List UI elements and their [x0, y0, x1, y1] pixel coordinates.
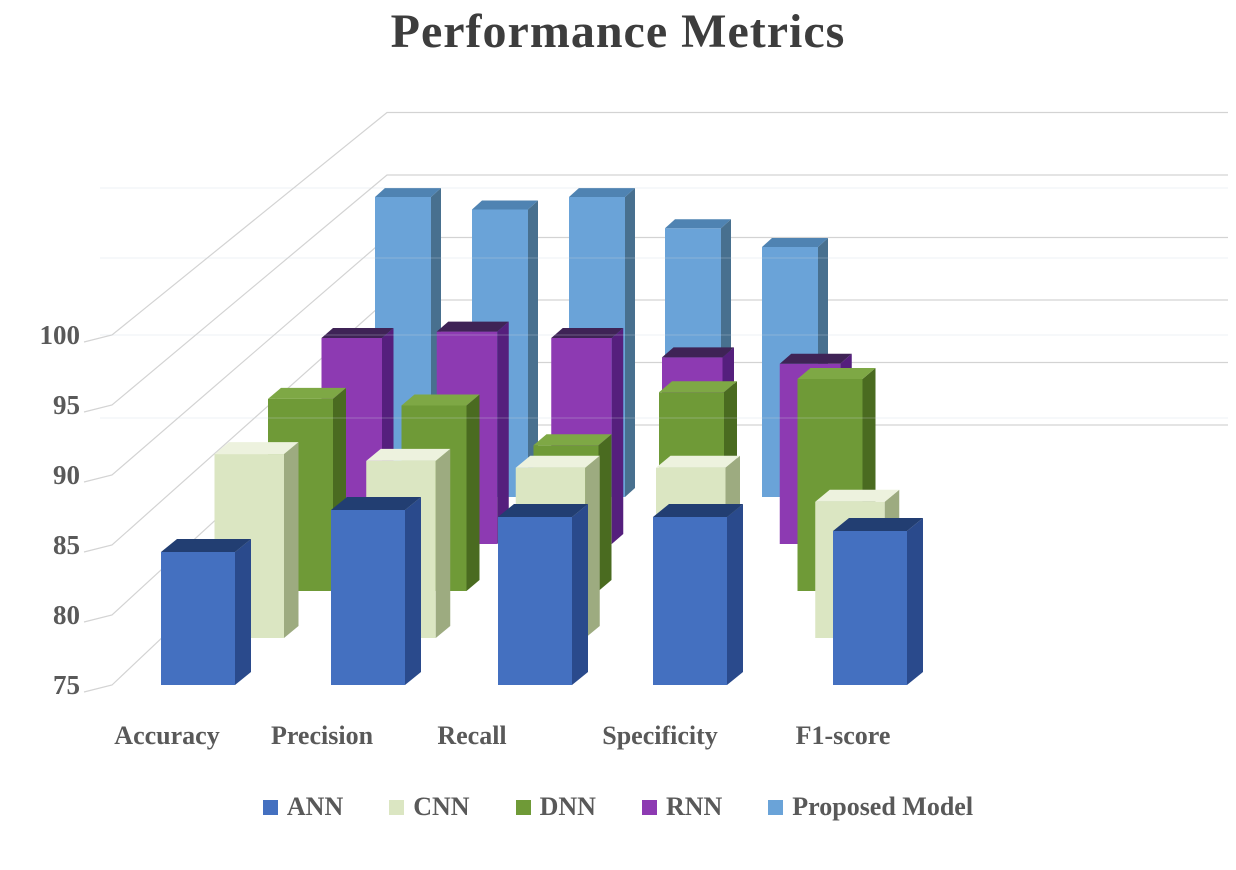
legend-item-proposed-model: Proposed Model	[768, 792, 973, 822]
y-tick-95: 95	[53, 390, 80, 420]
x-label-f1-score: F1-score	[796, 721, 891, 750]
x-label-accuracy: Accuracy	[114, 721, 219, 750]
legend: ANN CNN DNN RNN Proposed Model	[0, 792, 1236, 822]
gridline-100	[83, 111, 1228, 343]
legend-item-dnn: DNN	[515, 792, 596, 822]
legend-swatch-cnn	[389, 799, 405, 815]
y-tick-80: 80	[53, 600, 80, 630]
legend-label-ann: ANN	[286, 792, 344, 821]
bar-ann-f1-score	[833, 518, 923, 685]
x-label-precision: Precision	[271, 721, 374, 750]
legend-item-cnn: CNN	[389, 792, 470, 822]
legend-swatch-dnn	[515, 799, 531, 815]
legend-label-dnn: DNN	[539, 792, 596, 821]
bar-ann-recall	[498, 504, 588, 685]
legend-label-rnn: RNN	[665, 792, 723, 821]
legend-label-cnn: CNN	[413, 792, 470, 821]
legend-swatch-rnn	[641, 799, 657, 815]
y-tick-100: 100	[40, 320, 81, 350]
x-label-specificity: Specificity	[602, 721, 718, 750]
gridline-95	[83, 174, 1228, 413]
y-tick-85: 85	[53, 530, 80, 560]
bar-ann-accuracy	[161, 539, 251, 685]
legend-swatch-ann	[262, 799, 278, 815]
bar-ann-specificity	[653, 504, 743, 685]
x-label-recall: Recall	[437, 721, 506, 750]
gridline-90	[83, 236, 1228, 483]
legend-swatch-proposed-model	[768, 799, 784, 815]
legend-item-ann: ANN	[262, 792, 344, 822]
chart-title: Performance Metrics	[390, 5, 846, 58]
y-tick-90: 90	[53, 460, 80, 490]
bar-ann-precision	[331, 497, 421, 685]
legend-label-proposed-model: Proposed Model	[792, 792, 974, 821]
legend-item-rnn: RNN	[641, 792, 723, 822]
y-tick-75: 75	[53, 670, 80, 700]
